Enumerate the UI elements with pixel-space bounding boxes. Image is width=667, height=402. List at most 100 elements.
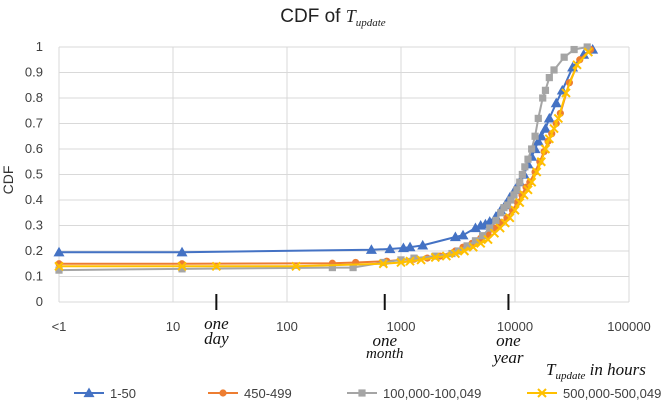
one-day-label-line2: day (204, 329, 229, 348)
legend-item-1-50-label: 1-50 (110, 386, 136, 401)
series-100-000-100-049-point (479, 232, 487, 240)
series-100-000-100-049-point (570, 45, 578, 54)
y-tick-label: 0.6 (25, 141, 43, 156)
y-axis-title: CDF (0, 166, 16, 195)
y-tick-label: 0.2 (25, 243, 43, 258)
legend-item-450-499-label: 450-499 (244, 386, 292, 401)
series-100-000-100-049-point (560, 53, 568, 61)
y-tick-label: 0.5 (25, 167, 43, 182)
series-500-000-500-049-point (523, 185, 533, 195)
series-100-000-100-049-point (178, 265, 186, 273)
x-axis-title-variable: T (546, 360, 557, 379)
series-100-000-100-049-point (471, 237, 480, 245)
series-500-000-500-049-point (526, 177, 537, 187)
y-tick-label: 0.8 (25, 90, 43, 105)
series-450-499 (55, 45, 595, 268)
series-500-000-500-049-point (177, 261, 187, 272)
series-100-000-100-049-point (524, 155, 532, 163)
one-year-label-line1: one (496, 331, 521, 350)
chart-title-prefix: CDF of (280, 6, 345, 27)
chart-title: CDF of Tupdate (280, 6, 386, 29)
legend-item-450-499-point (219, 389, 227, 397)
y-tick-label: 0.3 (25, 218, 43, 233)
series-500-000-500-049-point (505, 213, 515, 223)
series-500-000-500-049-point (572, 60, 582, 70)
series-100-000-100-049-point (55, 266, 63, 274)
series-500-000-500-049-point (475, 238, 486, 249)
one-month-label-line2: month (366, 346, 404, 362)
grid-layer (58, 46, 630, 303)
series-1-50-point (539, 123, 551, 133)
legend-item-100-000-100-049-point (358, 389, 366, 397)
series-500-000-500-049-point (211, 261, 222, 272)
series-500-000-500-049-line (59, 51, 590, 268)
x-axis-title: Tupdate in hours (546, 360, 646, 382)
y-tick-label: 1 (36, 39, 43, 54)
series-100-000-100-049-point (583, 43, 591, 51)
series-500-000-500-049-point (531, 167, 542, 177)
x-tick-label: 100 (276, 319, 298, 334)
series-100-000-100-049-point (550, 66, 558, 74)
series-500-000-500-049-point (378, 259, 389, 269)
legend-layer: 1-50 450-499 100,000-100,049 500,000-500,04… (74, 386, 661, 401)
series-100-000-100-049-point (539, 94, 547, 102)
series-100-000-100-049-point (518, 170, 526, 179)
series-layer (53, 43, 599, 274)
series-1-50-point (176, 246, 188, 257)
series-100-000-100-049-point (507, 196, 515, 204)
series-100-000-100-049-point (328, 263, 336, 272)
legend-item-100-000-100-049-label: 100,000-100,049 (383, 386, 481, 401)
legend-item-1-50: 1-50 (74, 386, 136, 401)
series-100-000-100-049-point (534, 114, 542, 122)
series-1-50-point (532, 135, 544, 146)
series-1-50-point (457, 229, 469, 240)
series-500-000-500-049-point (416, 255, 426, 265)
series-100-000-100-049-point (397, 256, 405, 264)
series-500-000-500-049-point (450, 248, 461, 259)
series-500-000-500-049-point (291, 261, 301, 272)
series-100-000-100-049-point (516, 178, 524, 186)
series-500-000-500-049-point (583, 47, 594, 57)
x-tick-label: 1000 (387, 319, 416, 334)
series-100-000-100-049-point (349, 263, 357, 272)
series-500-000-500-049 (54, 47, 594, 272)
x-axis-title-subscript: update (555, 370, 585, 382)
y-tick-label: 0.9 (25, 65, 43, 80)
legend-item-1-50-point (83, 387, 95, 398)
series-500-000-500-049-point (510, 205, 520, 215)
series-100-000-100-049 (55, 43, 591, 274)
series-500-000-500-049-point (54, 261, 64, 272)
series-100-000-100-049-line (58, 46, 588, 272)
series-500-000-500-049-point (468, 242, 478, 252)
y-tick-label: 0.1 (25, 269, 43, 284)
legend-item-450-499: 450-499 (208, 386, 292, 401)
series-100-000-100-049-point (513, 186, 521, 194)
series-100-000-100-049-point (510, 191, 518, 199)
series-100-000-100-049-point (486, 224, 494, 232)
chart-title-subscript: update (356, 17, 386, 29)
x-tick-label: 10 (166, 319, 180, 334)
legend-item-100-000-100-049: 100,000-100,049 (347, 386, 481, 401)
x-tick-label: 100000 (607, 319, 650, 334)
series-100-000-100-049-point (463, 242, 471, 250)
y-tick-label: 0.7 (25, 116, 43, 131)
series-100-000-100-049-point (503, 201, 512, 209)
series-500-000-500-049-point (405, 256, 415, 266)
series-100-000-100-049-point (545, 74, 553, 82)
one-day-label-line1: one (204, 314, 229, 333)
series-500-000-500-049-point (553, 113, 564, 124)
legend-item-500-000-500-049: 500,000-500,049 (527, 386, 661, 401)
series-500-000-500-049-point (441, 251, 452, 261)
x-axis-title-suffix: in hours (585, 360, 646, 379)
series-1-50-point (404, 241, 416, 252)
series-100-000-100-049-point (528, 145, 536, 153)
series-1-50-point (550, 97, 562, 108)
series-1-50-point (543, 112, 555, 123)
series-500-000-500-049-point (549, 123, 559, 134)
series-500-000-500-049-point (544, 134, 555, 144)
legend-item-500-000-500-049-label: 500,000-500,049 (563, 386, 661, 401)
series-500-000-500-049-point (430, 252, 441, 263)
series-100-000-100-049-point (541, 86, 550, 94)
